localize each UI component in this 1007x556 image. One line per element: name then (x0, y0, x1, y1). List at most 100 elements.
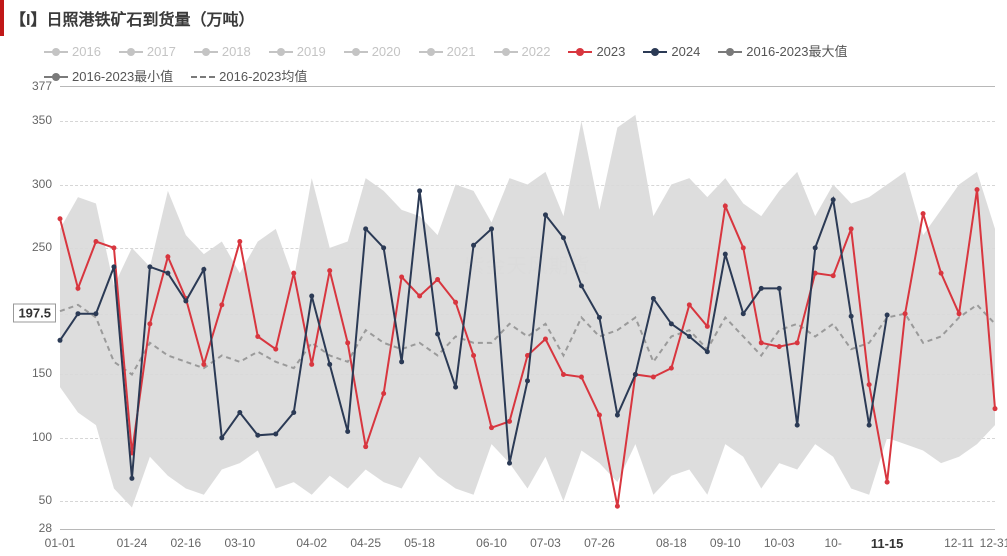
x-tick-label: 01-01 (45, 536, 76, 550)
legend-marker (269, 47, 293, 57)
series-2023-marker (291, 271, 296, 276)
series-2023-marker (327, 268, 332, 273)
y-tick-label: 300 (32, 177, 52, 191)
series-2024-marker (795, 423, 800, 428)
series-2024-marker (399, 359, 404, 364)
series-2024-marker (309, 293, 314, 298)
series-2024-marker (255, 433, 260, 438)
series-2024-marker (885, 312, 890, 317)
x-tick-label: 01-24 (117, 536, 148, 550)
series-2023-marker (381, 391, 386, 396)
series-2024-marker (291, 410, 296, 415)
series-2024-marker (363, 226, 368, 231)
legend-item[interactable]: 2016 (44, 40, 101, 64)
legend-label: 2016-2023最大值 (746, 40, 847, 64)
legend-item[interactable]: 2024 (643, 40, 700, 64)
series-2024-marker (165, 271, 170, 276)
series-2023-marker (885, 480, 890, 485)
legend-marker (718, 47, 742, 57)
x-tick-label: 10-03 (764, 536, 795, 550)
legend-item[interactable]: 2017 (119, 40, 176, 64)
series-2023-marker (651, 375, 656, 380)
x-tick-label: 05-18 (404, 536, 435, 550)
y-tick-label: 50 (39, 493, 52, 507)
series-2023-marker (615, 504, 620, 509)
legend-item[interactable]: 2018 (194, 40, 251, 64)
y-tick-label: 100 (32, 430, 52, 444)
x-tick-label: 12-11 (944, 536, 974, 550)
legend-marker (191, 72, 215, 82)
series-2024-marker (111, 264, 116, 269)
legend-item[interactable]: 2022 (494, 40, 551, 64)
legend-label: 2016 (72, 40, 101, 64)
x-tick-label: 02-16 (171, 536, 202, 550)
x-tick-label: 11-15 (871, 536, 904, 551)
series-2023-marker (597, 413, 602, 418)
series-2023-marker (957, 311, 962, 316)
x-tick-label: 06-10 (476, 536, 507, 550)
series-2023-marker (975, 187, 980, 192)
series-2023-marker (561, 372, 566, 377)
series-2023-marker (273, 347, 278, 352)
series-2024-marker (759, 286, 764, 291)
x-tick-label: 07-26 (584, 536, 615, 550)
series-2024-marker (507, 461, 512, 466)
series-2024-marker (867, 423, 872, 428)
series-2023-marker (147, 321, 152, 326)
series-2023-marker (453, 300, 458, 305)
legend-marker (44, 47, 68, 57)
legend-label: 2018 (222, 40, 251, 64)
series-2023-marker (759, 340, 764, 345)
series-2023-marker (849, 226, 854, 231)
series-2024-marker (129, 476, 134, 481)
series-2023-marker (93, 239, 98, 244)
series-2024-marker (147, 264, 152, 269)
x-tick-label: 10- (825, 536, 842, 550)
series-2024-marker (561, 235, 566, 240)
legend-label: 2023 (596, 40, 625, 64)
x-tick-label: 03-10 (224, 536, 255, 550)
series-2024-marker (219, 435, 224, 440)
series-2023-marker (309, 362, 314, 367)
series-2024-marker (327, 362, 332, 367)
series-2023-marker (993, 406, 998, 411)
series-2024-marker (777, 286, 782, 291)
x-tick-label: 04-25 (350, 536, 381, 550)
x-tick-label: 12-31 (980, 536, 1007, 550)
series-2024-marker (471, 243, 476, 248)
legend-item[interactable]: 2023 (568, 40, 625, 64)
y-tick-label: 377 (32, 79, 52, 93)
legend-item[interactable]: 2019 (269, 40, 326, 64)
series-2024-marker (849, 314, 854, 319)
series-2023-marker (417, 293, 422, 298)
series-2024-marker (489, 226, 494, 231)
series-2023-marker (75, 286, 80, 291)
y-tick-label: 150 (32, 366, 52, 380)
series-2024-marker (831, 197, 836, 202)
series-2024-marker (741, 311, 746, 316)
chart-title: 【I】日照港铁矿石到货量（万吨） (10, 6, 254, 30)
series-2024-marker (705, 349, 710, 354)
series-2023-marker (237, 239, 242, 244)
series-2024-marker (345, 429, 350, 434)
series-2023-marker (579, 375, 584, 380)
legend-label: 2024 (671, 40, 700, 64)
legend-marker (119, 47, 143, 57)
series-2024-marker (417, 188, 422, 193)
legend-item[interactable]: 2020 (344, 40, 401, 64)
series-2024-marker (525, 378, 530, 383)
series-2024-marker (813, 245, 818, 250)
plot-wrap: 2850100150197.5250300350377 紫金天风期货 01-01… (0, 86, 1007, 556)
x-axis: 01-0101-2402-1603-1004-0204-2505-1806-10… (60, 532, 995, 556)
legend-item[interactable]: 2016-2023最大值 (718, 40, 847, 64)
series-2023-marker (489, 425, 494, 430)
legend-item[interactable]: 2021 (419, 40, 476, 64)
series-2024-marker (201, 267, 206, 272)
series-2023-marker (723, 204, 728, 209)
series-minmax-band (60, 115, 995, 508)
chart-container: 【I】日照港铁矿石到货量（万吨） 2016 2017 2018 2019 2020 202… (0, 0, 1007, 556)
legend-marker (494, 47, 518, 57)
series-2024-marker (453, 385, 458, 390)
y-axis-highlight: 197.5 (13, 304, 56, 323)
legend-label: 2021 (447, 40, 476, 64)
